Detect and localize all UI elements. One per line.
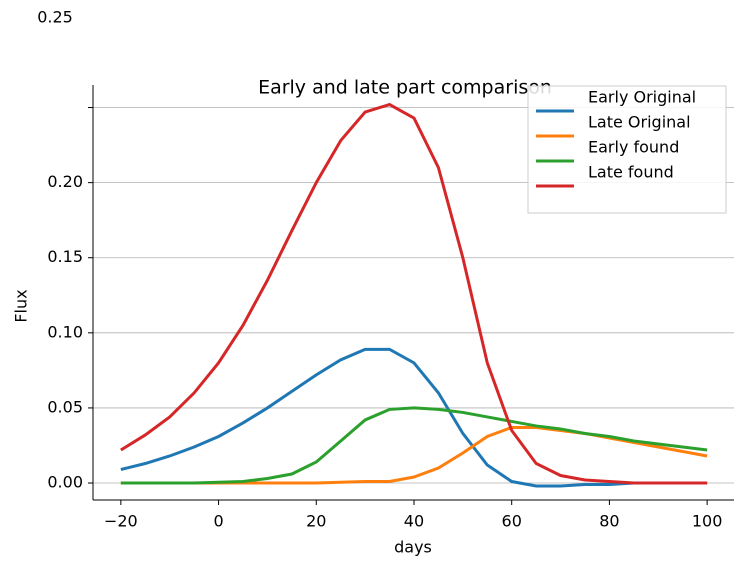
x-tick-label: 100 — [692, 512, 723, 531]
line-series — [120, 425, 708, 485]
line-series — [120, 347, 708, 488]
x-tick-label: 40 — [404, 512, 424, 531]
x-tick-label: 60 — [502, 512, 522, 531]
x-tick-label: 0 — [213, 512, 223, 531]
y-tick-label: 0.25 — [37, 8, 73, 27]
line-series — [120, 102, 708, 485]
legend-label: Late Original — [588, 113, 691, 132]
chart-title: Early and late part comparison — [258, 77, 552, 99]
x-tick-label: −20 — [104, 512, 138, 531]
x-axis-label: days — [394, 538, 432, 557]
legend-label: Early Original — [588, 88, 696, 107]
y-axis-label: Flux — [12, 289, 31, 322]
y-tick-label: 0.20 — [47, 172, 83, 191]
y-tick-label: 0.10 — [47, 322, 83, 341]
y-tick-label: 0.05 — [47, 397, 83, 416]
legend-box — [527, 85, 727, 214]
line-series — [120, 406, 708, 485]
legend-label: Late found — [588, 163, 674, 182]
y-tick-label: 0.00 — [47, 473, 83, 492]
legend-label: Early found — [588, 138, 679, 157]
x-tick-label: 80 — [599, 512, 619, 531]
x-tick-label: 20 — [306, 512, 326, 531]
y-tick-label: 0.15 — [47, 247, 83, 266]
